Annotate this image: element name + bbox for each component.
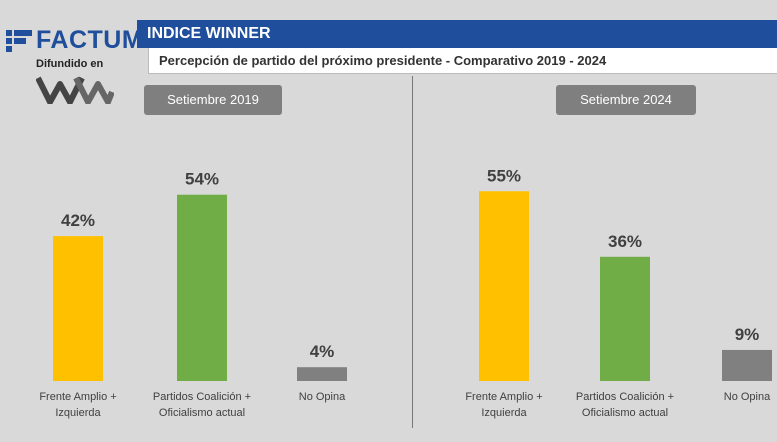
panel-title-2019: Setiembre 2019 [144,85,282,115]
category-label-coalicion-2024-line2: Oficialismo actual [582,407,668,419]
page-subtitle: Percepción de partido del próximo presid… [159,53,607,68]
data-label-coalicion-2024: 36% [608,232,642,251]
category-label-frente-2024-line1: Frente Amplio + [465,391,542,403]
page-title: INDICE WINNER [147,25,271,42]
category-label-frente-2019-line2: Izquierda [55,407,101,419]
category-label-coalicion-2019-line2: Oficialismo actual [159,407,245,419]
bar-frente-2024 [479,191,529,381]
subheader-box: Percepción de partido del próximo presid… [148,48,777,74]
panel-title-2024: Setiembre 2024 [556,85,696,115]
winner-w-logo-icon [36,76,114,104]
category-label-no-opina-2024-line1: No Opina [724,391,771,403]
data-label-no-opina-2019: 4% [310,342,335,361]
brand-subtitle: Difundido en [36,58,104,70]
category-label-coalicion-2024-line1: Partidos Coalición + [576,391,674,403]
header-bar: INDICE WINNER [137,20,777,48]
category-label-coalicion-2019-line1: Partidos Coalición + [153,391,251,403]
bar-coalicion-2019 [177,194,227,381]
category-label-frente-2019-line1: Frente Amplio + [39,391,116,403]
data-label-frente-2024: 55% [487,166,521,185]
factum-logo: FACTUM Difundido en [6,24,143,104]
brand-name: FACTUM [36,26,144,54]
data-label-frente-2019: 42% [61,211,95,230]
bar-no-opina-2024 [722,349,772,381]
bar-coalicion-2024 [600,256,650,381]
data-label-no-opina-2024: 9% [735,325,760,344]
category-label-frente-2024-line2: Izquierda [481,407,527,419]
category-label-no-opina-2019-line1: No Opina [299,391,346,403]
data-label-coalicion-2019: 54% [185,170,219,189]
factum-mark-icon [6,30,32,52]
panel-divider [412,76,413,428]
bar-frente-2019 [53,236,103,381]
bar-no-opina-2019 [297,367,347,381]
